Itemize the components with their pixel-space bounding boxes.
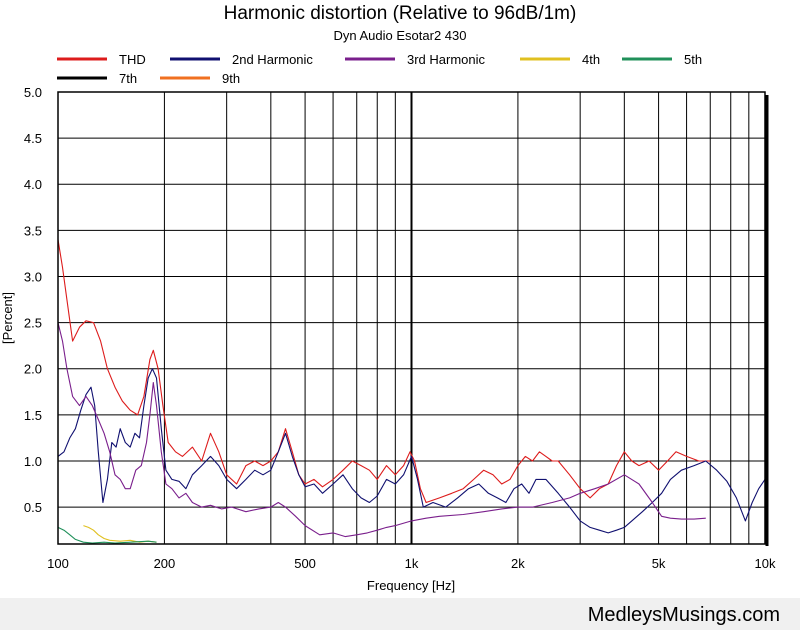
- y-tick-label: 5.0: [24, 85, 42, 100]
- y-tick-label: 0.5: [24, 500, 42, 515]
- legend-item-thd: THD: [57, 52, 146, 67]
- series-line-2nd-harmonic: [57, 368, 766, 534]
- legend-label: THD: [119, 52, 146, 67]
- y-tick-label: 4.0: [24, 177, 42, 192]
- legend-label: 2nd Harmonic: [232, 52, 313, 67]
- y-tick-label: 3.5: [24, 223, 42, 238]
- harmonic-distortion-chart: Harmonic distortion (Relative to 96dB/1m…: [0, 3, 776, 593]
- y-axis-label: [Percent]: [0, 292, 15, 344]
- series-line-5th: [57, 526, 157, 544]
- legend-label: 3rd Harmonic: [407, 52, 486, 67]
- plot-area: 100 200 500 1k 2k 5k 10k 0.5 1.0 1.5 2.0 2.5 3.0 3.5 4…: [24, 85, 776, 571]
- x-tick-label: 2k: [511, 556, 525, 571]
- legend-item-5th: 5th: [622, 52, 702, 67]
- x-tick-label: 1k: [405, 556, 419, 571]
- x-axis-label: Frequency [Hz]: [367, 578, 455, 593]
- series-line-thd: [57, 239, 711, 504]
- chart-title: Harmonic distortion (Relative to 96dB/1m…: [224, 3, 577, 24]
- legend-item-7th: 7th: [57, 71, 137, 86]
- legend-label: 4th: [582, 52, 600, 67]
- y-tick-label: 4.5: [24, 131, 42, 146]
- y-tick-label: 2.0: [24, 362, 42, 377]
- y-tick-label: 1.5: [24, 408, 42, 423]
- chart-subtitle: Dyn Audio Esotar2 430: [334, 28, 467, 43]
- watermark: MedleysMusings.com: [587, 604, 780, 626]
- x-tick-label: 10k: [755, 556, 776, 571]
- y-tick-label: 2.5: [24, 316, 42, 331]
- x-tick-label: 200: [154, 556, 176, 571]
- footer-bar: [0, 598, 800, 630]
- legend-item-4th: 4th: [520, 52, 600, 67]
- x-tick-label: 500: [294, 556, 316, 571]
- legend-item-3rd-harmonic: 3rd Harmonic: [345, 52, 486, 67]
- x-tick-label: 100: [47, 556, 69, 571]
- legend-label: 5th: [684, 52, 702, 67]
- y-tick-label: 1.0: [24, 454, 42, 469]
- series-line-3rd-harmonic: [57, 322, 706, 538]
- legend-item-2nd-harmonic: 2nd Harmonic: [170, 52, 313, 67]
- y-tick-label: 3.0: [24, 269, 42, 284]
- legend-label: 7th: [119, 71, 137, 86]
- x-tick-label: 5k: [652, 556, 666, 571]
- legend-item-9th: 9th: [160, 71, 240, 86]
- legend: THD 2nd Harmonic 3rd Harmonic 4th 5th 7th 9th: [57, 52, 702, 86]
- legend-label: 9th: [222, 71, 240, 86]
- plot-frame: [57, 91, 766, 545]
